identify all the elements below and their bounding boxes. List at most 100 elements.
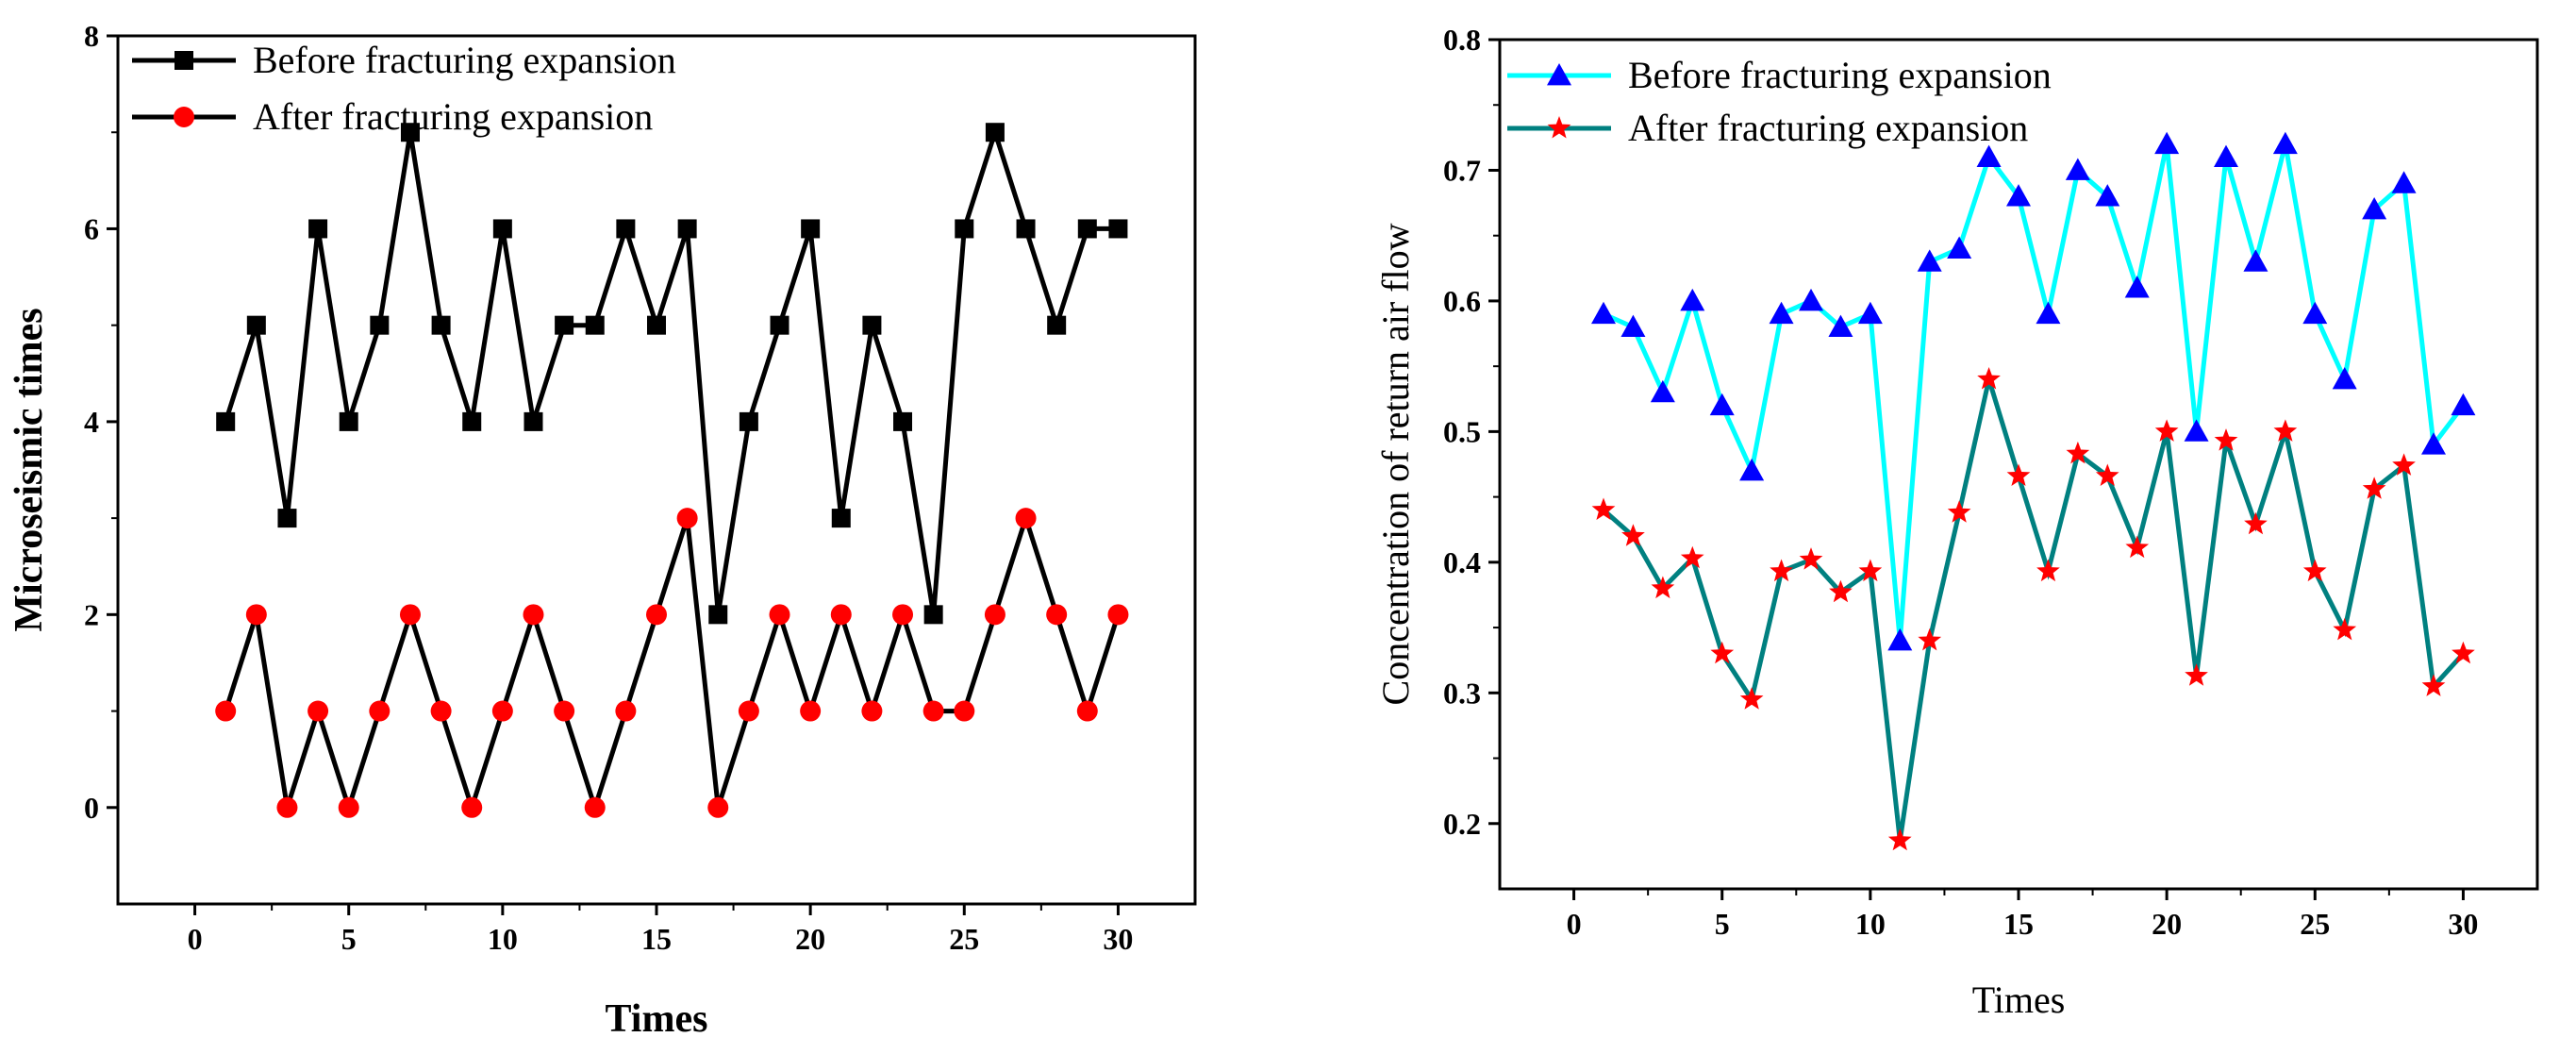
- data-point: [1015, 508, 1037, 529]
- data-point: [2451, 393, 2476, 416]
- data-point: [893, 411, 913, 431]
- data-point: [738, 700, 759, 722]
- data-point: [2362, 197, 2387, 220]
- legend-marker: [1547, 63, 1571, 86]
- data-point: [491, 700, 513, 722]
- data-point: [892, 604, 914, 626]
- x-tick-label: 10: [488, 922, 518, 956]
- y-tick-label: 6: [84, 211, 99, 245]
- legend-entry-0: Before fracturing expansion: [1507, 54, 2052, 96]
- data-point: [2391, 171, 2417, 193]
- series-line: [1602, 143, 2466, 642]
- data-point: [1917, 249, 1942, 272]
- data-point: [1770, 559, 1793, 582]
- data-point: [2066, 441, 2090, 464]
- data-point: [554, 700, 575, 722]
- data-point: [1621, 524, 1645, 546]
- data-point: [1016, 219, 1036, 239]
- x-tick-label: 15: [641, 922, 672, 956]
- legend-label: After fracturing expansion: [1628, 107, 2028, 149]
- data-point: [1107, 604, 1129, 626]
- series-line: [223, 124, 1119, 615]
- chart-microseismic-times: 0 5 10 15 20 25 30 0 2 4 6 8 Times Microseismic times…: [8, 19, 1197, 1041]
- data-point: [861, 700, 883, 722]
- y-tick-label: 0.4: [1443, 545, 1481, 579]
- data-point: [461, 796, 483, 818]
- x-tick-label: 25: [2300, 907, 2330, 941]
- legend-marker: [1547, 116, 1571, 139]
- data-point: [2332, 367, 2357, 390]
- data-point: [215, 700, 237, 722]
- data-point: [831, 509, 851, 528]
- x-tick-label: 10: [1855, 907, 1886, 941]
- data-point: [2273, 419, 2298, 442]
- data-point: [430, 700, 452, 722]
- data-point: [1918, 627, 1942, 651]
- data-point: [2125, 535, 2150, 559]
- data-point: [2154, 131, 2180, 155]
- y-tick-label: 2: [84, 597, 99, 631]
- data-point: [923, 605, 943, 625]
- data-point: [1076, 700, 1098, 722]
- data-point: [2154, 419, 2179, 442]
- legend-entry-1: After fracturing expansion: [1507, 107, 2028, 149]
- data-point: [955, 219, 974, 239]
- data-point: [922, 700, 944, 722]
- series-1: [215, 508, 1129, 818]
- data-point: [2006, 463, 2031, 486]
- legend-marker: [175, 51, 193, 70]
- series-0: [1591, 131, 2476, 651]
- y-tick-label: 0.8: [1443, 23, 1481, 57]
- data-point: [1857, 301, 1883, 325]
- data-point: [862, 315, 882, 335]
- data-point: [708, 605, 728, 625]
- data-point: [769, 604, 790, 626]
- x-tick-label: 25: [949, 922, 979, 956]
- data-point: [2184, 419, 2209, 442]
- data-point: [338, 796, 359, 818]
- data-point: [2006, 184, 2031, 207]
- y-tick-label: 0.7: [1443, 153, 1481, 187]
- legend-label: Before fracturing expansion: [253, 39, 676, 81]
- data-point: [985, 123, 1005, 142]
- data-point: [707, 796, 729, 818]
- y-axis-title: Concentration of return air flow: [1374, 223, 1417, 705]
- data-point: [308, 219, 328, 239]
- series-0: [216, 123, 1128, 625]
- data-point: [1651, 576, 1675, 599]
- data-point: [1977, 367, 2001, 390]
- data-point: [800, 700, 822, 722]
- data-point: [2333, 617, 2357, 641]
- legend-entry-0: Before fracturing expansion: [132, 39, 676, 81]
- data-point: [1887, 828, 1912, 851]
- data-point: [1620, 314, 1646, 338]
- x-tick-label: 0: [1567, 907, 1582, 941]
- y-tick-label: 8: [84, 19, 99, 53]
- x-tick-label: 30: [1103, 922, 1133, 956]
- data-point: [1047, 315, 1067, 335]
- data-point: [339, 411, 358, 431]
- data-point: [2185, 663, 2208, 686]
- data-point: [2095, 184, 2120, 207]
- data-point: [2392, 453, 2416, 476]
- y-axis-title: Microseismic times: [8, 308, 51, 631]
- data-point: [523, 604, 544, 626]
- data-point: [462, 411, 482, 431]
- data-point: [647, 315, 666, 335]
- data-point: [2302, 559, 2327, 582]
- data-point: [2214, 144, 2238, 168]
- data-point: [2214, 428, 2238, 451]
- data-point: [1077, 219, 1097, 239]
- data-point: [584, 796, 606, 818]
- data-point: [2421, 674, 2446, 696]
- data-point: [1828, 314, 1853, 338]
- data-point: [524, 411, 543, 431]
- data-point: [492, 219, 512, 239]
- data-point: [677, 219, 697, 239]
- data-point: [2065, 158, 2090, 180]
- x-axis-title: Times: [606, 997, 708, 1041]
- data-point: [555, 315, 574, 335]
- data-point: [954, 700, 975, 722]
- legend-marker: [174, 107, 194, 127]
- data-point: [1739, 458, 1765, 481]
